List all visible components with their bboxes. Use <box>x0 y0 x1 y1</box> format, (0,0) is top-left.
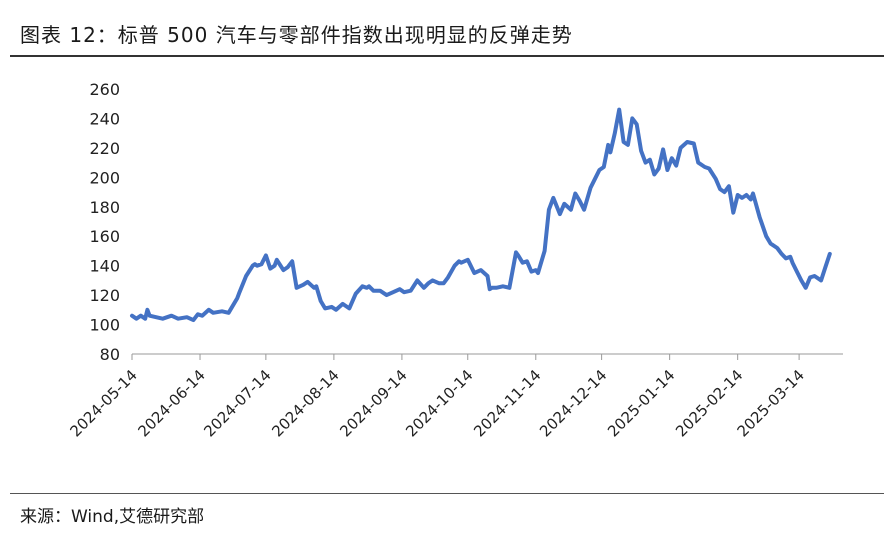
x-tick-label: 2024-12-14 <box>536 366 610 440</box>
x-tick-label: 2024-09-14 <box>336 366 410 440</box>
y-tick-label: 220 <box>89 139 120 158</box>
y-axis: 80 100 120 140 160 180 200 220 240 260 <box>89 80 120 364</box>
x-axis: 2024-05-142024-06-142024-07-142024-08-14… <box>66 353 843 440</box>
y-tick-label: 100 <box>89 316 120 335</box>
y-tick-label: 160 <box>89 227 120 246</box>
y-tick-label: 140 <box>89 257 120 276</box>
y-tick-label: 240 <box>89 109 120 128</box>
source-note: 来源：Wind,艾德研究部 <box>20 507 205 527</box>
series-line <box>130 107 832 323</box>
plot-area <box>130 107 832 323</box>
x-tick-label: 2024-11-14 <box>470 366 544 440</box>
x-tick-label: 2025-01-14 <box>604 366 678 440</box>
y-tick-label: 260 <box>89 80 120 99</box>
x-tick-label: 2024-06-14 <box>134 366 208 440</box>
x-tick-label: 2024-10-14 <box>402 366 476 440</box>
figure-title: 图表 12：标普 500 汽车与零部件指数出现明显的反弹走势 <box>20 23 573 47</box>
y-tick-label: 180 <box>89 198 120 217</box>
title-rule <box>10 55 884 57</box>
y-tick-label: 80 <box>100 345 120 364</box>
x-tick-label: 2024-08-14 <box>268 366 342 440</box>
x-tick-label: 2024-05-14 <box>66 366 140 440</box>
y-tick-label: 200 <box>89 168 120 187</box>
y-tick-label: 120 <box>89 286 120 305</box>
source-rule <box>10 493 884 494</box>
x-tick-label: 2024-07-14 <box>200 366 274 440</box>
